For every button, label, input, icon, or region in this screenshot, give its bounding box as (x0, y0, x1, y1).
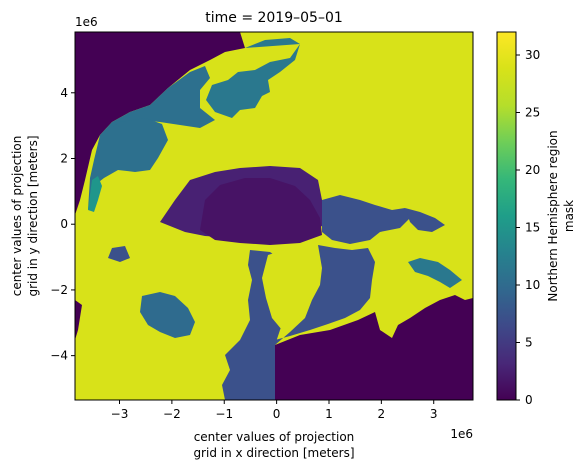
greenland-land (262, 248, 320, 330)
japan-sea-region (88, 176, 102, 212)
colorbar-label-line2: mask (562, 200, 576, 232)
heatmap-area (75, 32, 473, 400)
chart-title: time = 2019–05–01 (205, 10, 343, 26)
okhotsk-region (100, 66, 215, 135)
colorbar-tick-label: 0 (525, 393, 533, 407)
kara-barents-region (322, 195, 410, 244)
north-pacific-region (206, 38, 300, 118)
colorbar-tick-label: 10 (525, 278, 540, 292)
colorbar-axis: 0 5 10 15 20 25 30 (516, 48, 540, 407)
colorbar-tick-label: 25 (525, 106, 540, 120)
y-tick-label: −2 (50, 283, 68, 297)
colorbar-label-line1: Northern Hemisphere region (546, 130, 560, 301)
ocean-region-lower-right (275, 295, 473, 400)
y-tick-label: −4 (50, 349, 68, 363)
bering-sea-region (405, 208, 445, 232)
x-axis: −3 −2 −1 0 1 2 3 (111, 400, 438, 421)
labrador-region (108, 246, 130, 262)
colorbar-tick-label: 20 (525, 163, 540, 177)
ocean-region-left-strip (75, 300, 82, 340)
y-axis-label-line1: center values of projection (10, 136, 24, 297)
central-arctic-region (200, 178, 322, 245)
baltic-region (408, 258, 462, 288)
x-tick-label: 2 (378, 407, 386, 421)
x-tick-label: −1 (215, 407, 233, 421)
plot-frame (74, 31, 474, 401)
x-tick-label: 1 (325, 407, 333, 421)
x-tick-label: −3 (111, 407, 129, 421)
greenland-sea-region (275, 245, 375, 345)
y-offset-label: 1e6 (75, 15, 98, 29)
y-axis: −4 −2 0 2 4 (50, 86, 75, 363)
colorbar-tick-label: 30 (525, 48, 540, 62)
y-tick-label: 2 (60, 152, 68, 166)
colorbar-tick-label: 5 (525, 336, 533, 350)
colorbar-tick-label: 15 (525, 221, 540, 235)
sea-of-okhotsk-region (88, 118, 168, 210)
y-tick-label: 4 (60, 86, 68, 100)
hudson-bay-region (140, 292, 195, 338)
colorbar (496, 31, 517, 401)
y-axis-label-line2: grid in y direction [meters] (26, 135, 40, 296)
x-offset-label: 1e6 (450, 427, 473, 441)
y-tick-label: 0 (60, 217, 68, 231)
x-tick-label: 0 (273, 407, 281, 421)
x-axis-label-line2: grid in x direction [meters] (193, 446, 354, 460)
x-tick-label: 3 (430, 407, 438, 421)
x-tick-label: −2 (163, 407, 181, 421)
ocean-region-upper-left (75, 32, 245, 215)
x-axis-label-line1: center values of projection (194, 430, 355, 444)
